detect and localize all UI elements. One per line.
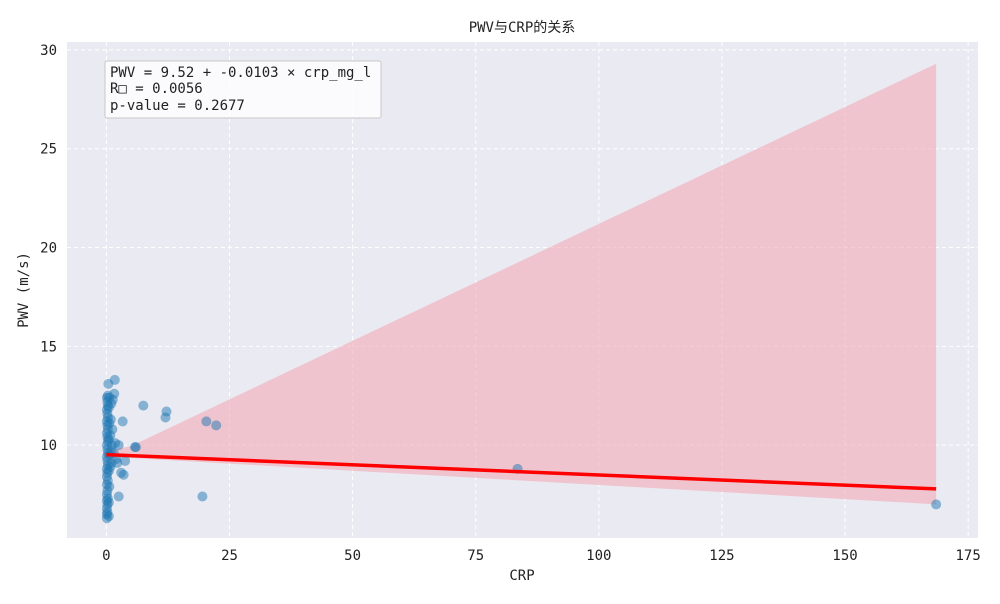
x-tick-label: 125 bbox=[709, 548, 734, 564]
data-point bbox=[120, 455, 131, 466]
data-point bbox=[109, 374, 120, 385]
data-point bbox=[211, 420, 222, 431]
confidence-band-group bbox=[106, 63, 937, 505]
data-point bbox=[113, 491, 124, 502]
y-axis-label: PWV (m/s) bbox=[16, 252, 32, 328]
data-point bbox=[201, 416, 212, 427]
y-tick-label: 25 bbox=[40, 142, 57, 158]
data-point bbox=[104, 481, 115, 492]
y-tick-label: 10 bbox=[40, 438, 57, 454]
y-tick-labels: 10 15 20 25 30 bbox=[40, 43, 57, 454]
annotation-equation: PWV = 9.52 + -0.0103 × crp_mg_l bbox=[110, 65, 371, 81]
data-point bbox=[931, 499, 942, 510]
x-tick-label: 0 bbox=[102, 548, 110, 564]
data-point bbox=[197, 491, 208, 502]
data-point bbox=[103, 497, 114, 508]
x-tick-label: 25 bbox=[221, 548, 238, 564]
x-tick-label: 175 bbox=[956, 548, 981, 564]
chart-title: PWV与CRP的关系 bbox=[469, 20, 576, 36]
data-point bbox=[107, 424, 118, 435]
data-point bbox=[138, 400, 149, 411]
regression-line-group bbox=[106, 452, 937, 491]
data-point bbox=[105, 414, 116, 425]
data-point bbox=[103, 511, 114, 522]
x-tick-label: 50 bbox=[344, 548, 361, 564]
confidence-band bbox=[106, 63, 937, 505]
y-tick-label: 15 bbox=[40, 339, 57, 355]
y-tick-label: 30 bbox=[40, 43, 57, 59]
x-tick-labels: 0 25 50 75 100 125 150 175 bbox=[102, 548, 981, 564]
data-point bbox=[113, 440, 124, 451]
data-point bbox=[118, 469, 129, 480]
data-point bbox=[130, 442, 141, 453]
data-point bbox=[109, 388, 120, 399]
x-tick-label: 150 bbox=[832, 548, 857, 564]
annotation-r-squared: R□ = 0.0056 bbox=[110, 81, 203, 97]
x-tick-label: 100 bbox=[586, 548, 611, 564]
data-point bbox=[112, 457, 123, 468]
y-tick-label: 20 bbox=[40, 241, 57, 257]
data-point bbox=[161, 406, 172, 417]
regression-line bbox=[106, 452, 937, 491]
x-tick-label: 75 bbox=[467, 548, 484, 564]
annotation-box: PWV = 9.52 + -0.0103 × crp_mg_l R□ = 0.0… bbox=[104, 60, 382, 119]
data-point bbox=[117, 416, 128, 427]
x-axis-label: CRP bbox=[509, 568, 534, 584]
annotation-p-value: p-value = 0.2677 bbox=[110, 98, 245, 114]
data-points bbox=[101, 374, 942, 524]
